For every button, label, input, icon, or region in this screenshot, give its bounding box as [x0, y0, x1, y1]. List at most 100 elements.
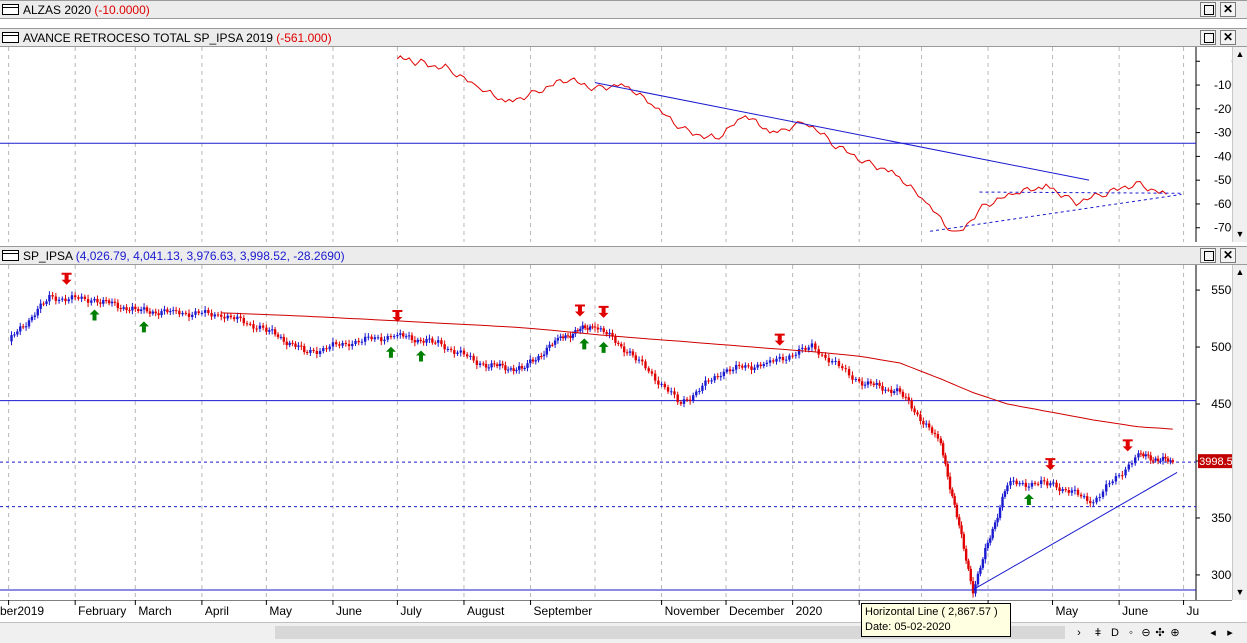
candle-body [666, 387, 670, 392]
maximize-button[interactable] [1200, 2, 1216, 17]
candle-body [285, 341, 288, 346]
scroll-up-icon[interactable]: ▲ [1235, 267, 1245, 277]
candle-body [998, 507, 1002, 518]
candle-body [160, 311, 163, 316]
ipsa-panel-scrollbar[interactable]: ▲ ▼ [1232, 265, 1247, 600]
scroll-control-button[interactable]: ⊖ [1141, 627, 1151, 639]
y-tick-label: -200 [1214, 102, 1232, 116]
candle-body [268, 330, 271, 332]
close-button[interactable]: ✕ [1220, 2, 1236, 17]
candle-body [967, 560, 970, 569]
candle-body [682, 399, 686, 404]
candle-body [440, 340, 443, 345]
y-tick-label: -100 [1214, 78, 1232, 92]
candle-body [70, 295, 74, 300]
candle-body [523, 368, 526, 370]
candle-body [559, 336, 562, 338]
candle-body [804, 347, 807, 350]
maximize-button[interactable] [1200, 248, 1216, 263]
scroll-control-button[interactable]: ✣ [1155, 627, 1165, 639]
candle-body [936, 434, 940, 439]
candle-body [163, 309, 166, 312]
x-tick-label: February [78, 604, 126, 618]
candle-body [341, 343, 344, 346]
candle-body [1098, 496, 1101, 498]
close-button[interactable]: ✕ [1220, 30, 1236, 45]
candle-body [738, 364, 741, 366]
candle-body [741, 365, 744, 368]
candle-body [465, 354, 469, 357]
candle-body [90, 300, 93, 303]
x-tick-label: December [729, 604, 784, 618]
candle-body [1086, 496, 1089, 501]
candle-body [1156, 458, 1160, 462]
candle-body [110, 301, 114, 304]
candle-body [194, 311, 197, 315]
scroll-down-icon[interactable]: ▼ [1235, 229, 1245, 239]
candle-body [515, 369, 518, 372]
candle-body [181, 312, 184, 315]
candle-body [657, 380, 660, 385]
maximize-button[interactable] [1200, 30, 1216, 45]
scroll-up-icon[interactable]: ▲ [1235, 49, 1245, 59]
candle-body [1036, 483, 1040, 485]
candle-body [61, 298, 64, 300]
candle-body [13, 334, 16, 336]
panel-menu-icon[interactable] [2, 4, 19, 15]
candle-body [357, 340, 360, 343]
candle-body [1108, 483, 1111, 485]
alzas-panel-title: ALZAS 2020 (-10.0000) [23, 3, 150, 17]
candle-body [1154, 458, 1157, 461]
candle-body [875, 382, 878, 385]
panel-menu-icon[interactable] [2, 32, 19, 43]
candle-body [650, 371, 654, 374]
candle-body [459, 350, 462, 353]
candle-body [810, 343, 814, 348]
candle-body [184, 312, 188, 314]
candle-body [1171, 460, 1175, 463]
candle-body [265, 327, 268, 332]
scroll-down-icon[interactable]: ▼ [1235, 587, 1245, 597]
candle-body [501, 363, 504, 366]
candle-body [545, 347, 549, 355]
candle-body [142, 307, 146, 310]
trend-line [979, 191, 1182, 194]
candle-body [979, 567, 982, 574]
y-tick-label: 4500 [1211, 397, 1232, 411]
scroll-control-button[interactable]: D [1111, 627, 1119, 639]
candle-body [753, 367, 756, 370]
scroll-control-button[interactable]: ◂ [1210, 627, 1216, 639]
buy-arrow-icon [1023, 494, 1034, 506]
y-tick-label: 0 [1231, 54, 1232, 68]
scroll-control-button[interactable]: › [1077, 627, 1081, 639]
candle-body [695, 391, 698, 396]
candle-body [531, 359, 535, 362]
candle-body [1003, 491, 1007, 497]
candle-body [174, 310, 178, 312]
candle-body [351, 343, 354, 347]
candle-body [579, 328, 582, 332]
candle-body [807, 347, 810, 350]
candle-body [419, 339, 422, 342]
candle-body [946, 463, 949, 477]
candle-body [872, 383, 875, 385]
candle-body [814, 343, 817, 350]
candle-body [137, 308, 140, 312]
x-tick-label: September [534, 604, 593, 618]
candle-body [1089, 500, 1092, 504]
candle-body [691, 395, 695, 401]
ad-panel-scrollbar[interactable]: ▲ ▼ [1232, 47, 1247, 242]
scroll-control-button[interactable]: ⊕ [1170, 627, 1180, 639]
horizontal-scrollbar[interactable]: › ǂ D ◦ ⊖ ✣ ⊕ ◂ ▸ [0, 622, 1247, 643]
candle-body [608, 332, 611, 335]
scroll-control-button[interactable]: ◦ [1129, 627, 1133, 639]
candle-body [399, 333, 402, 335]
candle-body [676, 394, 679, 403]
candle-body [33, 315, 37, 317]
scroll-control-button[interactable]: ▸ [1227, 627, 1233, 639]
panel-menu-icon[interactable] [2, 250, 19, 261]
scroll-control-button[interactable]: ǂ [1094, 627, 1102, 639]
close-button[interactable]: ✕ [1220, 248, 1236, 263]
candle-body [944, 455, 947, 464]
candle-body [581, 325, 584, 329]
